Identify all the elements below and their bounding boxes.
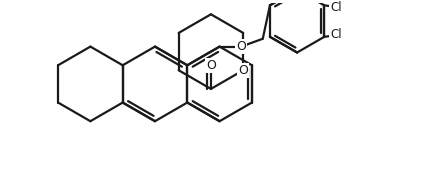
Text: Cl: Cl xyxy=(330,28,342,41)
Text: O: O xyxy=(206,59,216,72)
Text: Cl: Cl xyxy=(330,1,342,14)
Text: O: O xyxy=(238,64,248,77)
Text: O: O xyxy=(236,40,246,53)
